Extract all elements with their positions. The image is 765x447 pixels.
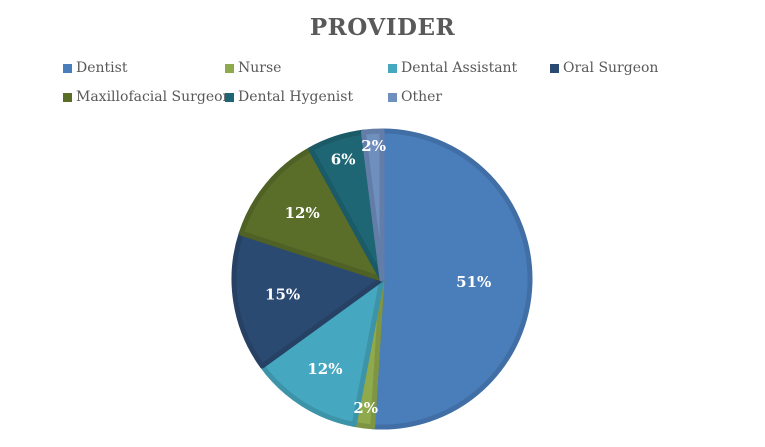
slice-label-oral-surgeon: 15% (265, 286, 300, 304)
legend-swatch-icon (225, 92, 234, 102)
slice-label-nurse: 2% (353, 399, 378, 417)
pie-slice-other (360, 128, 385, 282)
slice-label-maxillofacial-surgeon: 12% (285, 204, 320, 222)
slice-label-dentist: 51% (456, 273, 491, 291)
legend-label: Dental Assistant (401, 60, 518, 76)
legend-item-dentist: Dentist (63, 60, 127, 76)
legend-swatch-icon (550, 63, 559, 73)
pie-labels: 51% 2% 12% 15% 12% 6% 2% (265, 137, 491, 417)
legend-label: Maxillofacial Surgeon (76, 89, 232, 105)
legend-label: Nurse (238, 60, 282, 76)
legend-swatch-icon (388, 92, 397, 102)
legend-item-dental-hygenist: Dental Hygenist (225, 89, 353, 105)
legend-label: Oral Surgeon (563, 60, 659, 76)
legend-item-other: Other (388, 89, 442, 105)
slice-label-dental-assistant: 12% (307, 360, 342, 378)
pie-slice-dentist (370, 128, 533, 430)
slice-label-dental-hygenist: 6% (331, 150, 356, 168)
legend-label: Other (401, 89, 443, 105)
pie-slices (231, 128, 533, 430)
pie-slice-maxillofacial-surgeon (238, 146, 385, 282)
legend-item-maxillofacial-surgeon: Maxillofacial Surgeon (63, 89, 232, 105)
legend-item-nurse: Nurse (225, 60, 281, 76)
legend-swatch-icon (63, 63, 72, 73)
slice-label-other: 2% (361, 137, 386, 155)
pie-slice-oral-surgeon (231, 230, 385, 369)
legend-label: Dental Hygenist (238, 89, 354, 105)
legend-swatch-icon (63, 92, 72, 102)
legend-swatch-icon (388, 63, 397, 73)
legend-item-dental-assistant: Dental Assistant (388, 60, 517, 76)
legend-label: Dentist (76, 60, 128, 76)
chart-title: PROVIDER (309, 14, 456, 41)
legend-item-oral-surgeon: Oral Surgeon (550, 60, 658, 76)
pie-slice-dental-assistant (259, 276, 385, 427)
legend-swatch-icon (225, 63, 234, 73)
